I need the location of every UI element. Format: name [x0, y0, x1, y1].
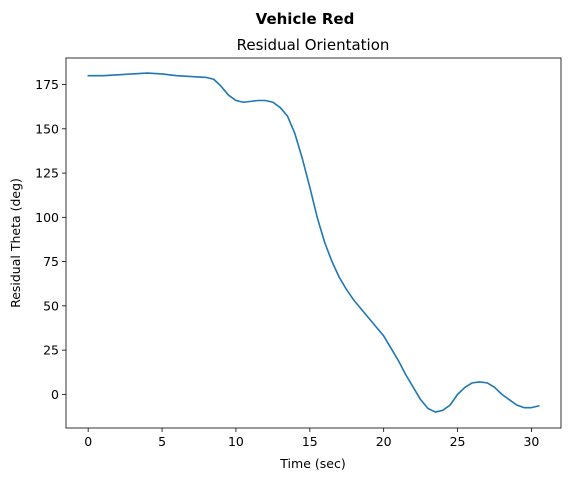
plot-frame [65, 57, 562, 429]
x-tick-label: 30 [523, 434, 539, 449]
plot-area: 0 5 10 15 20 25 30 0 25 50 75 100 125 150 175 [35, 57, 562, 449]
x-tick-label: 5 [158, 434, 166, 449]
x-tick-label: 25 [450, 434, 466, 449]
y-tick-label: 75 [43, 254, 59, 269]
x-tick-label: 0 [84, 434, 92, 449]
x-axis-label: Time (sec) [279, 456, 345, 471]
y-tick-label: 150 [35, 121, 59, 136]
y-tick-label: 50 [43, 298, 59, 313]
x-tick-label: 10 [228, 434, 244, 449]
chart-title: Residual Orientation [237, 36, 390, 54]
y-tick-label: 100 [35, 210, 59, 225]
series-line-0 [87, 72, 540, 413]
x-tick-label: 15 [302, 434, 318, 449]
x-tick-label: 20 [376, 434, 392, 449]
y-tick-label: 175 [35, 77, 59, 92]
y-axis-label: Residual Theta (deg) [8, 178, 23, 308]
y-tick-label: 125 [35, 166, 59, 181]
y-tick-label: 0 [51, 387, 59, 402]
y-tick-label: 25 [43, 343, 59, 358]
chart-suptitle: Vehicle Red [256, 10, 355, 28]
